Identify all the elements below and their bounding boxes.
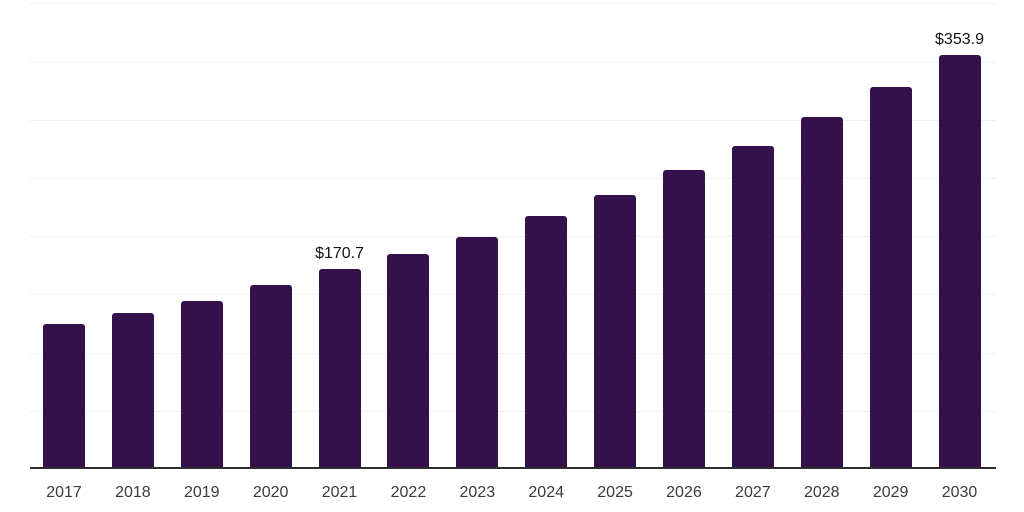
x-tick-2028: 2028 <box>803 484 840 501</box>
x-tick-2020: 2020 <box>252 484 289 501</box>
data-label-2021: $170.7 <box>315 245 364 262</box>
gridline <box>30 61 996 63</box>
bar-2030 <box>938 55 981 469</box>
x-tick-2025: 2025 <box>597 484 633 501</box>
bar-2025 <box>594 195 637 469</box>
bar-2023 <box>456 237 499 469</box>
bar-2027 <box>731 146 774 469</box>
gridline <box>30 178 996 179</box>
x-tick-2027: 2027 <box>735 484 771 501</box>
x-tick-2022: 2022 <box>390 484 427 501</box>
x-tick-2024: 2024 <box>528 484 564 501</box>
gridline <box>30 352 996 354</box>
bar-2021 <box>318 269 361 469</box>
gridline <box>30 236 996 238</box>
x-tick-2026: 2026 <box>666 484 702 501</box>
bar-2022 <box>387 254 430 469</box>
x-tick-2018: 2018 <box>115 484 151 501</box>
bar-2019 <box>180 301 223 469</box>
x-tick-2023: 2023 <box>459 484 496 501</box>
gridline <box>30 3 996 5</box>
bar-2018 <box>111 313 154 469</box>
bar-2017 <box>43 324 85 469</box>
bar-2026 <box>662 170 705 469</box>
bar-2029 <box>869 87 912 469</box>
bar-2020 <box>249 285 292 469</box>
gridline <box>30 294 996 296</box>
x-axis-line <box>30 467 996 469</box>
data-label-2030: $353.9 <box>935 31 984 48</box>
bar-2028 <box>800 117 843 469</box>
x-tick-2029: 2029 <box>872 484 909 501</box>
x-tick-2021: 2021 <box>321 484 358 501</box>
bar-2024 <box>525 216 568 469</box>
x-tick-2017: 2017 <box>46 484 82 501</box>
gridline <box>30 410 996 412</box>
x-tick-2019: 2019 <box>183 484 220 501</box>
gridline <box>30 119 996 121</box>
x-tick-2030: 2030 <box>941 484 978 501</box>
